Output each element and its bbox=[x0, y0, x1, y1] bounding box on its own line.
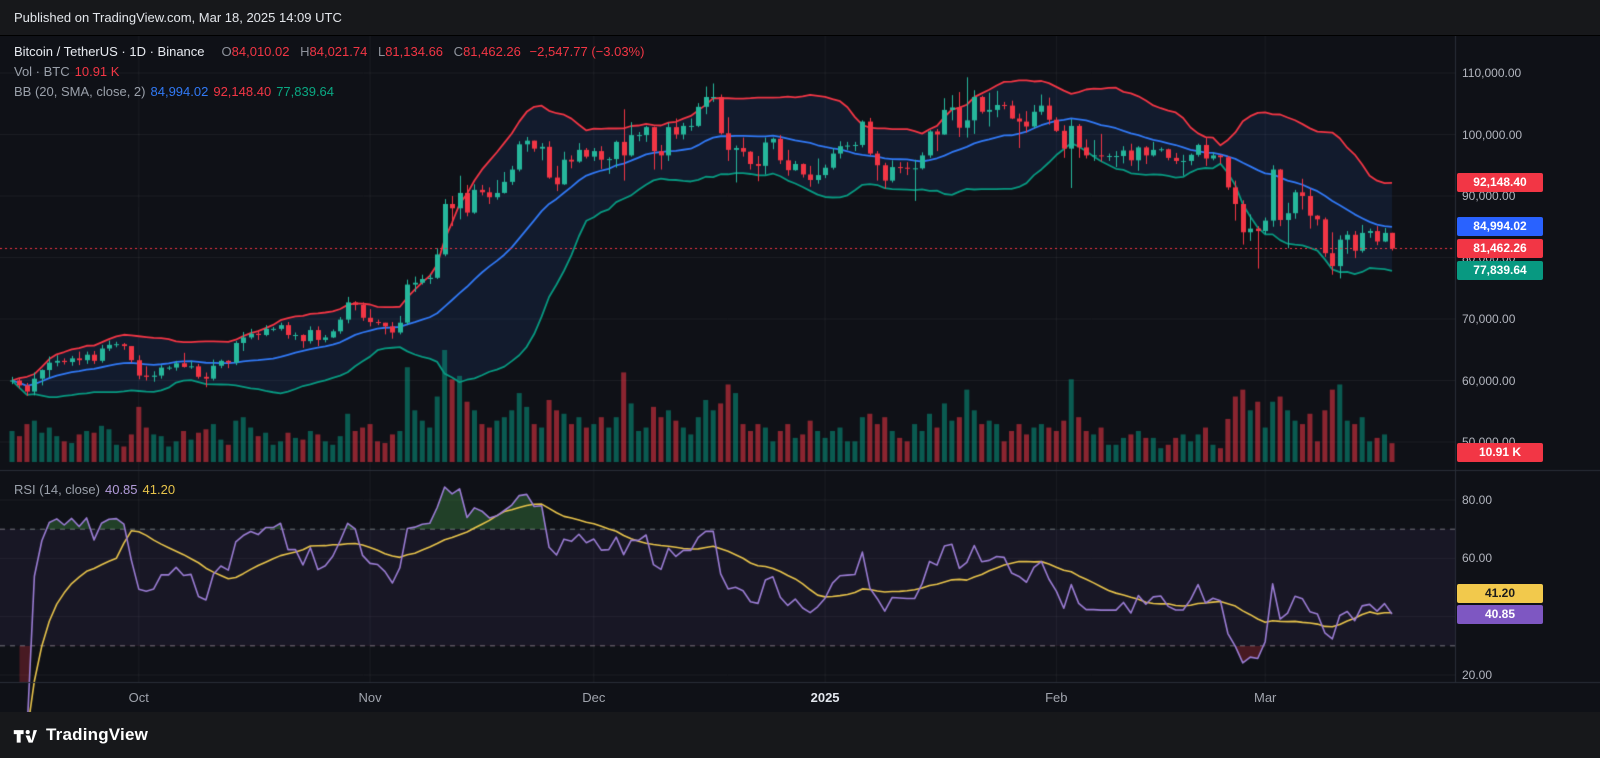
price-axis-label: 60,000.00 bbox=[1462, 373, 1516, 388]
bb-label: BB (20, SMA, close, 2) bbox=[14, 84, 146, 99]
bb-basis-value: 84,994.02 bbox=[150, 84, 209, 99]
volume-label: Vol · BTC bbox=[14, 64, 70, 79]
time-label-oct: Oct bbox=[128, 690, 149, 705]
price-badge-last: 81,462.26 bbox=[1457, 239, 1543, 258]
main-legend: Bitcoin / TetherUS · 1D · Binance O84,01… bbox=[14, 42, 644, 102]
rsi-axis-label: 20.00 bbox=[1462, 668, 1493, 682]
close-value: 81,462.26 bbox=[463, 44, 521, 59]
tradingview-logo-icon[interactable] bbox=[12, 723, 37, 748]
price-axis-label: 100,000.00 bbox=[1462, 127, 1523, 142]
tradingview-brand[interactable]: TradingView bbox=[46, 725, 149, 744]
bottom-bar: TradingView bbox=[0, 712, 1600, 758]
time-label-nov: Nov bbox=[358, 690, 382, 705]
low-label: L bbox=[377, 44, 386, 59]
high-value: 84,021.74 bbox=[309, 44, 368, 59]
price-axis-label: 70,000.00 bbox=[1462, 312, 1516, 326]
open-label: O bbox=[221, 44, 232, 59]
bb-row: BB (20, SMA, close, 2) 84,994.02 92,148.… bbox=[14, 82, 644, 102]
symbol-title[interactable]: Bitcoin / TetherUS · 1D · Binance bbox=[14, 44, 205, 59]
rsi-legend: RSI (14, close) 40.85 41.20 bbox=[14, 480, 175, 500]
price-badge-bb-upper: 92,148.40 bbox=[1457, 173, 1543, 193]
high-label: H bbox=[300, 44, 310, 59]
rsi-axis-label: 80.00 bbox=[1462, 493, 1493, 507]
volume-row: Vol · BTC 10.91 K bbox=[14, 62, 644, 82]
rsi-label: RSI (14, close) bbox=[14, 482, 100, 497]
rsi-badge-ma: 41.20 bbox=[1457, 583, 1543, 603]
volume-value: 10.91 K bbox=[74, 64, 120, 79]
rsi-axis-label: 60.00 bbox=[1462, 551, 1493, 566]
rsi-ma-value: 41.20 bbox=[142, 482, 176, 497]
price-chart-canvas[interactable] bbox=[0, 36, 1600, 712]
page-edge-strip bbox=[0, 758, 1600, 773]
published-bar: Published on TradingView.com, Mar 18, 20… bbox=[0, 0, 1600, 36]
open-value: 84,010.02 bbox=[231, 44, 290, 59]
change-value: −2,547.77 (−3.03%) bbox=[529, 44, 645, 59]
bb-lower-value: 77,839.64 bbox=[276, 84, 335, 99]
ohlc-values: O84,010.02 H84,021.74 L81,134.66 C81,462… bbox=[215, 42, 645, 62]
rsi-value: 40.85 bbox=[104, 482, 138, 497]
time-label-mar: Mar bbox=[1253, 690, 1277, 705]
close-label: C bbox=[453, 44, 464, 59]
time-label-feb: Feb bbox=[1045, 690, 1068, 705]
price-badge-bb-basis: 84,994.02 bbox=[1457, 217, 1543, 237]
published-text: Published on TradingView.com, Mar 18, 20… bbox=[14, 10, 342, 25]
time-label-dec: Dec bbox=[582, 690, 606, 705]
price-axis-label: 110,000.00 bbox=[1462, 66, 1522, 80]
price-axis-label: 90,000.00 bbox=[1462, 189, 1516, 203]
rsi-badge-rsi: 40.85 bbox=[1457, 604, 1543, 624]
time-label-2025: 2025 bbox=[810, 690, 840, 705]
low-value: 81,134.66 bbox=[385, 44, 444, 59]
volume-badge: 10.91 K bbox=[1457, 443, 1543, 462]
price-badge-bb-lower: 77,839.64 bbox=[1457, 261, 1543, 281]
bb-upper-value: 92,148.40 bbox=[213, 84, 272, 99]
symbol-row: Bitcoin / TetherUS · 1D · Binance O84,01… bbox=[14, 42, 644, 62]
